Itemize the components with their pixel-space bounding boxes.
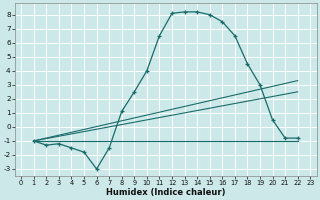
X-axis label: Humidex (Indice chaleur): Humidex (Indice chaleur) xyxy=(106,188,226,197)
